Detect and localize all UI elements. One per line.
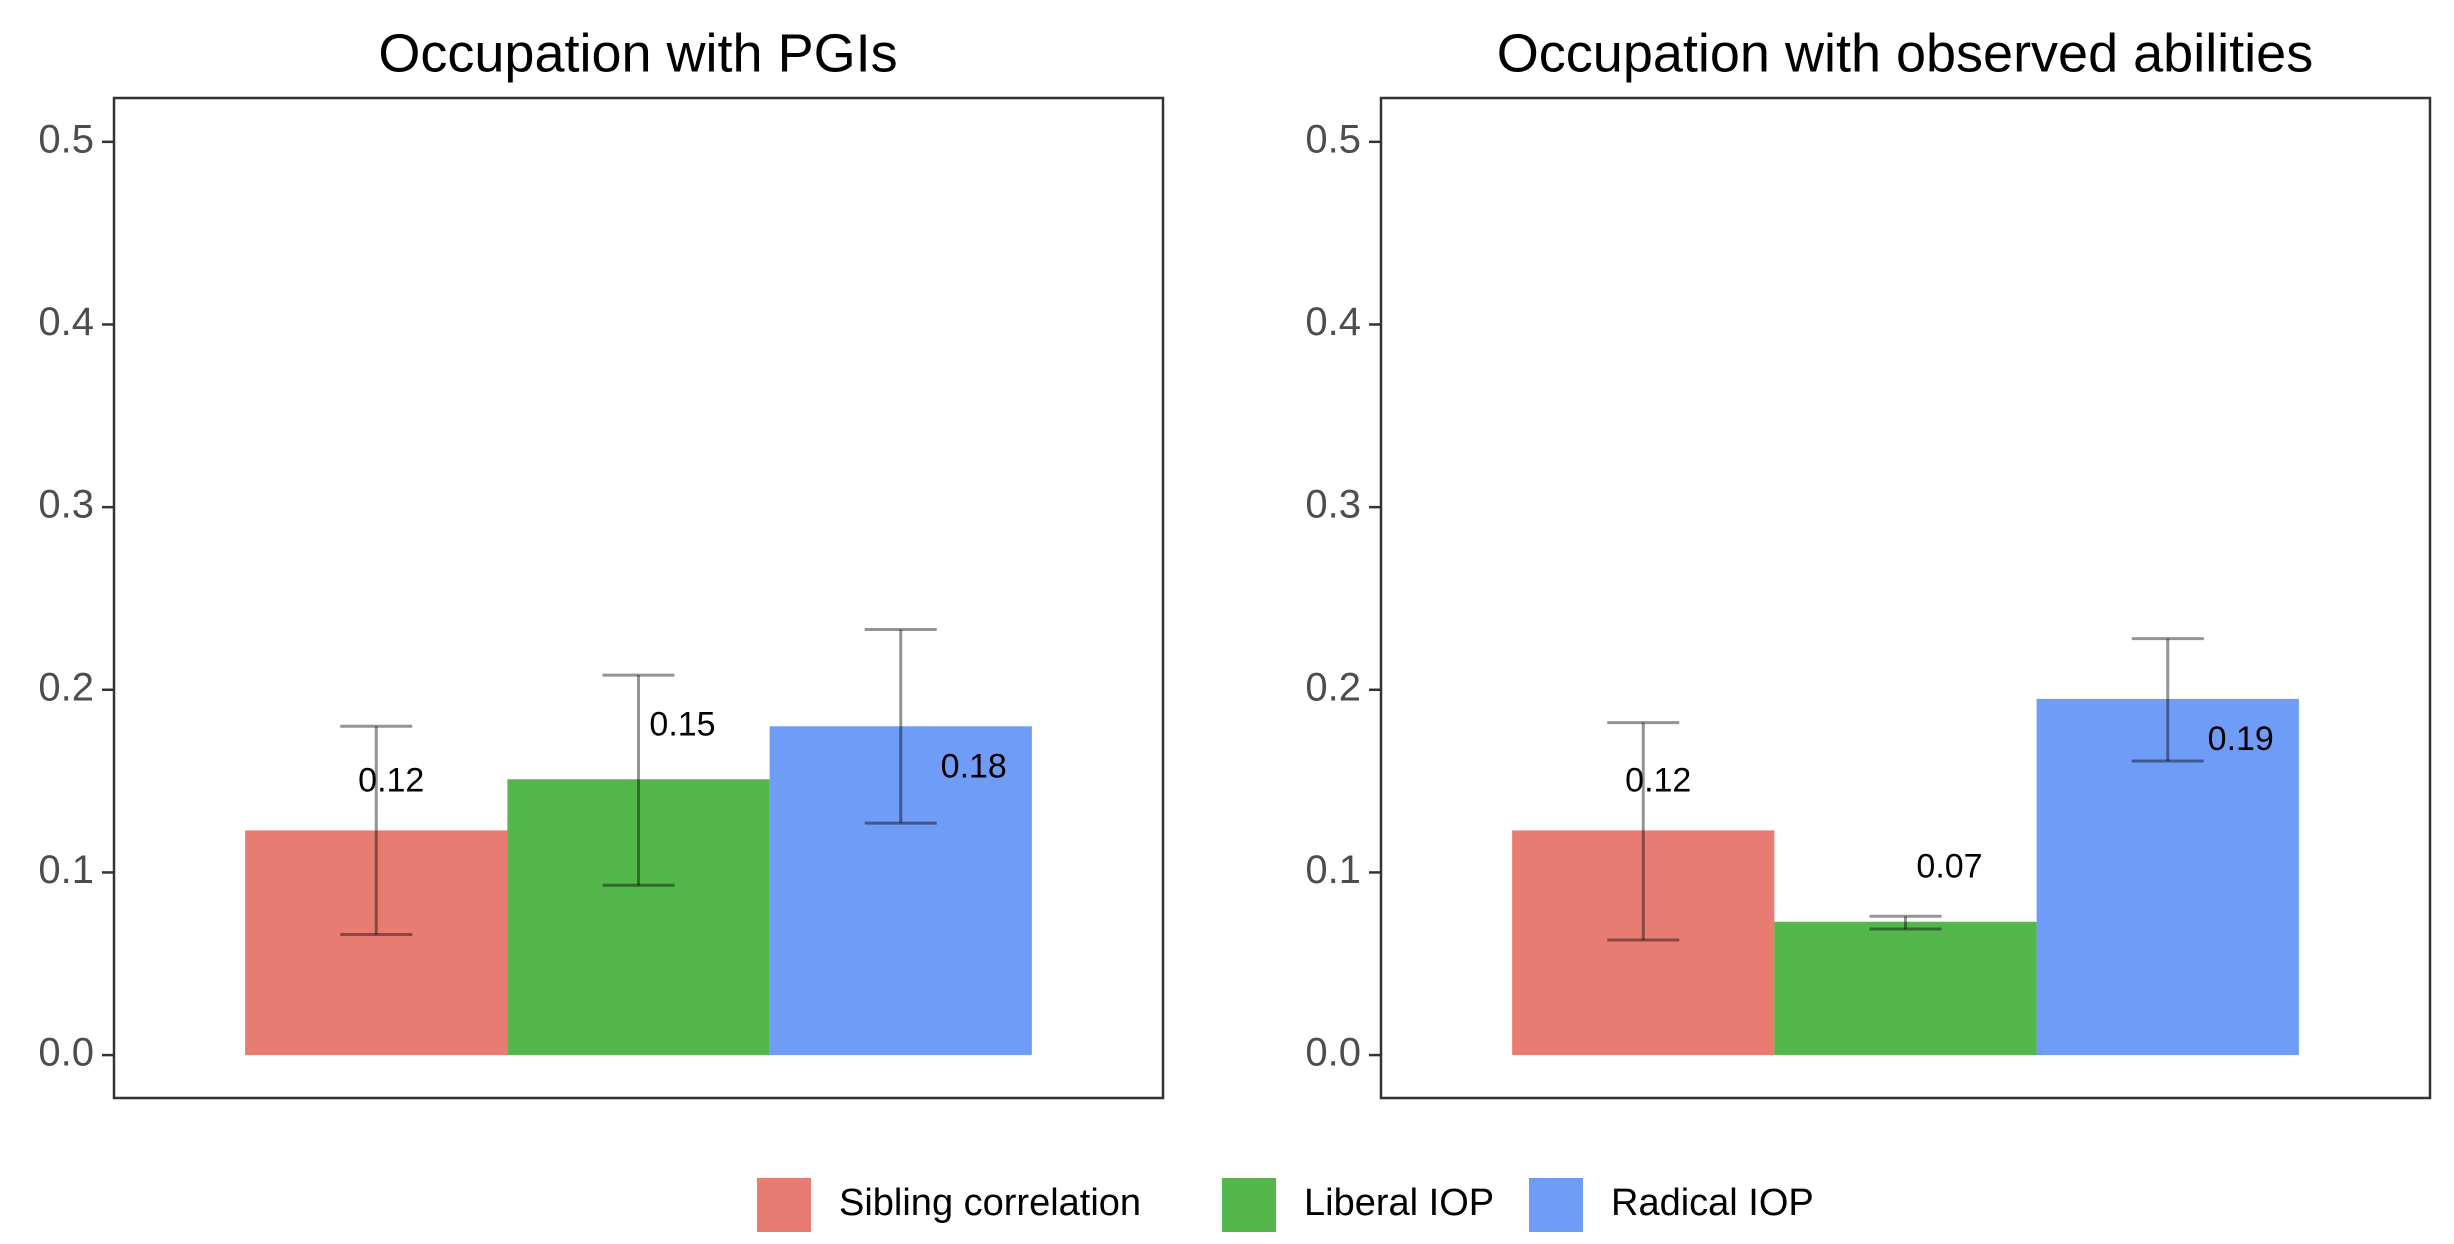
- error-bar: [602, 673, 675, 887]
- y-tick-label: 0.4: [1305, 300, 1361, 344]
- y-tick-label: 0.5: [1305, 117, 1361, 161]
- legend-label: Radical IOP: [1611, 1182, 1814, 1224]
- chart-panels: Occupation with PGIs 0.12 0.15 0.18 0.0 0.1 0.…: [38, 23, 2432, 1100]
- legend-key: [1529, 1178, 1583, 1232]
- chart-panel-2: Occupation with observed abilities 0.12 0.…: [1305, 23, 2432, 1100]
- data-label: 0.15: [649, 705, 715, 743]
- error-bar: [340, 724, 413, 937]
- panel-border: [112, 96, 1165, 1100]
- panel-title: Occupation with observed abilities: [1497, 23, 2313, 83]
- legend-item: Liberal IOP: [1222, 1178, 1494, 1232]
- y-tick-label: 0.1: [1305, 848, 1361, 892]
- legend-item: Radical IOP: [1529, 1178, 1814, 1232]
- bar-liberal-iop: [1774, 921, 2037, 1056]
- error-bar: [864, 628, 937, 825]
- bar-sibling-correlation: [1512, 830, 1775, 1056]
- panel-border: [1379, 96, 2432, 1100]
- legend-key: [1222, 1178, 1276, 1232]
- error-bar: [2131, 637, 2204, 763]
- y-tick-label: 0.4: [38, 300, 94, 344]
- y-tick-label: 0.0: [38, 1031, 94, 1075]
- panel-title: Occupation with PGIs: [378, 23, 897, 83]
- legend-label: Liberal IOP: [1304, 1182, 1494, 1224]
- y-tick-label: 0.2: [1305, 665, 1361, 709]
- y-tick-label: 0.2: [38, 665, 94, 709]
- y-tick-label: 0.0: [1305, 1031, 1361, 1075]
- data-label: 0.18: [941, 747, 1007, 785]
- data-label: 0.12: [358, 761, 424, 799]
- bar-liberal-iop: [507, 779, 770, 1056]
- y-tick-label: 0.3: [1305, 483, 1361, 527]
- bar-sibling-correlation: [245, 830, 508, 1056]
- legend-label: Sibling correlation: [839, 1182, 1141, 1224]
- error-bar: [1607, 721, 1680, 942]
- y-tick-label: 0.1: [38, 848, 94, 892]
- data-label: 0.07: [1916, 848, 1982, 886]
- legend-item: Sibling correlation: [757, 1178, 1141, 1232]
- bar-radical-iop: [2036, 698, 2299, 1056]
- y-tick-label: 0.3: [38, 483, 94, 527]
- bar-radical-iop: [769, 726, 1032, 1056]
- y-tick-label: 0.5: [38, 117, 94, 161]
- error-bar: [1869, 914, 1942, 931]
- data-label: 0.12: [1625, 761, 1691, 799]
- legend-key: [757, 1178, 811, 1232]
- data-label: 0.19: [2208, 720, 2274, 758]
- chart-panel-1: Occupation with PGIs 0.12 0.15 0.18 0.0 0.1 0.…: [38, 23, 1165, 1100]
- legend: Sibling correlation Liberal IOP Radical IO…: [757, 1178, 1814, 1232]
